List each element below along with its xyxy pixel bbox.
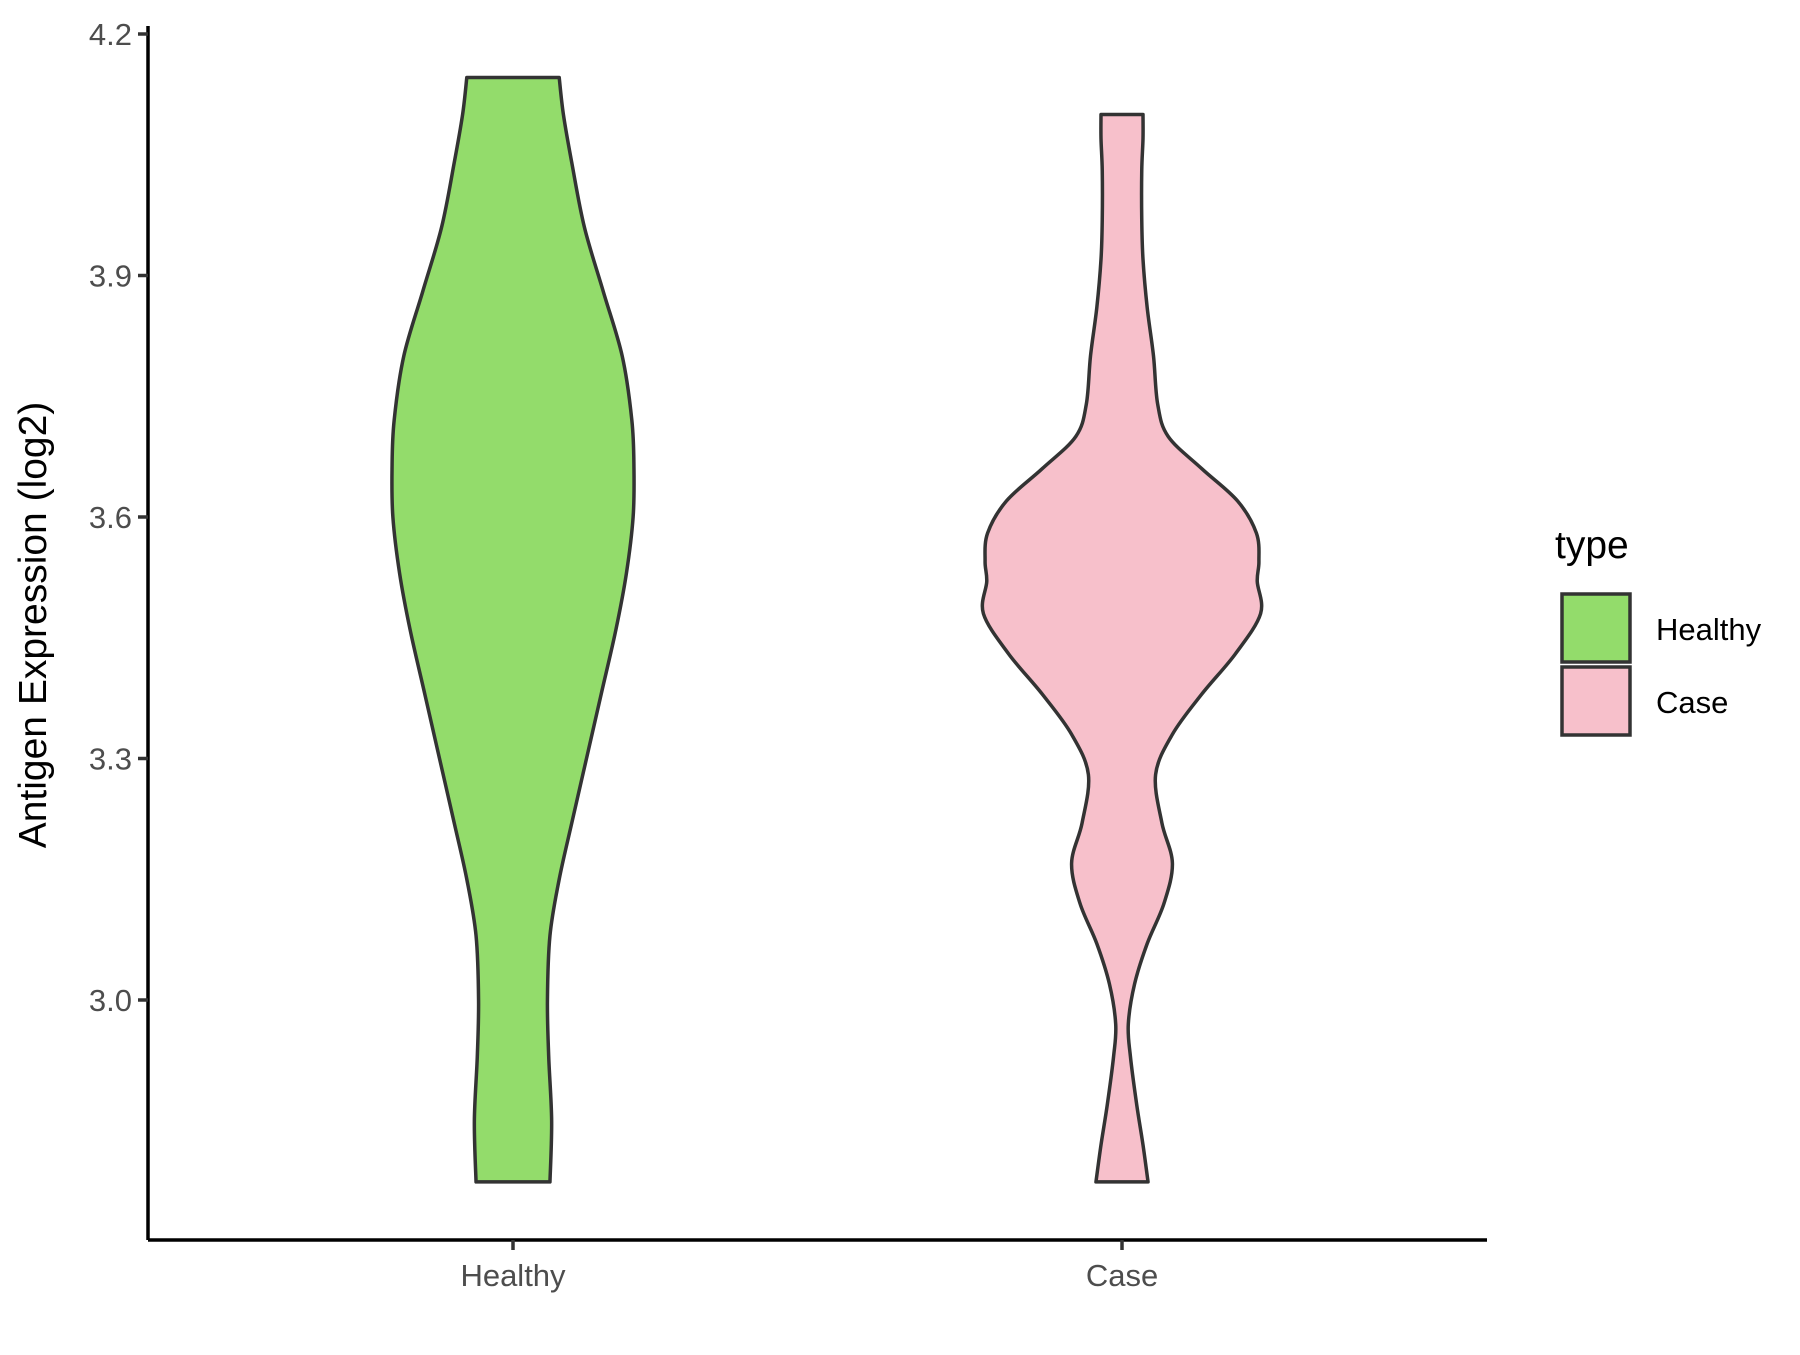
legend-title: type <box>1555 524 1629 567</box>
x-tick-label: Case <box>1086 1258 1158 1293</box>
y-tick-label: 3.6 <box>89 500 132 535</box>
legend-label-healthy: Healthy <box>1656 612 1762 647</box>
y-tick-label: 3.9 <box>89 259 132 294</box>
legend: type Healthy Case <box>1555 524 1762 737</box>
axes-layer: 3.0 3.3 3.6 3.9 4.2 Healthy Case <box>89 17 1487 1293</box>
violin-healthy <box>390 75 636 1184</box>
legend-label-case: Case <box>1656 685 1728 720</box>
violin-layer <box>390 75 1264 1184</box>
y-tick-label: 4.2 <box>89 17 132 52</box>
x-tick-label: Healthy <box>460 1258 566 1293</box>
y-tick-label: 3.0 <box>89 983 132 1018</box>
legend-swatch-healthy <box>1560 592 1632 664</box>
legend-swatch-case <box>1560 665 1632 737</box>
y-tick-label: 3.3 <box>89 742 132 777</box>
violin-case <box>980 112 1264 1184</box>
y-axis-title: Antigen Expression (log2) <box>12 402 55 849</box>
